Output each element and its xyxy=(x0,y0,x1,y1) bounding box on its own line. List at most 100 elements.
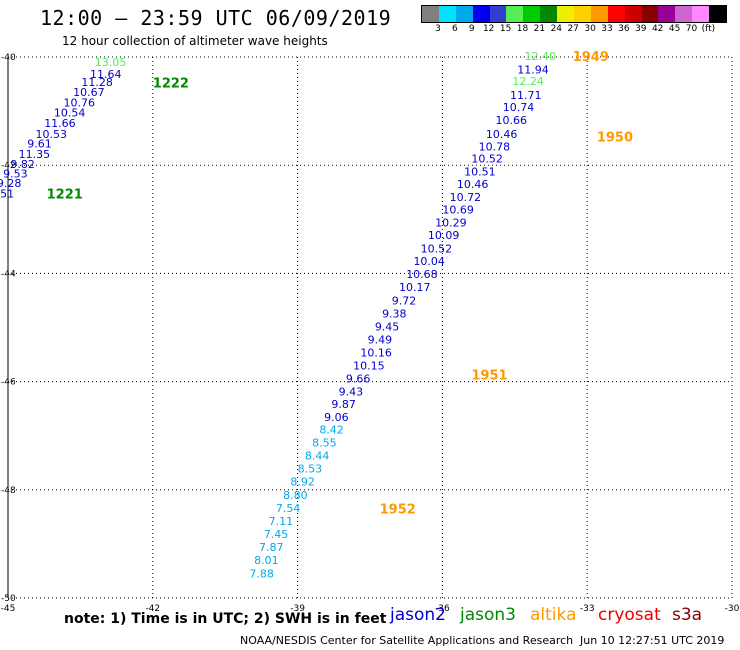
longitude-tick-label: -36 xyxy=(435,604,450,614)
wave-height-label: 10.46 xyxy=(457,178,489,191)
color-scale-label: 6 xyxy=(452,24,458,34)
wave-height-label: 9.51 xyxy=(0,187,14,200)
legend-item-jason2: jason2 xyxy=(390,605,446,625)
color-swatch xyxy=(455,6,473,22)
color-scale-label: 33 xyxy=(601,24,613,34)
legend-item-s3a: s3a xyxy=(672,605,703,625)
wave-height-label: 7.87 xyxy=(259,541,284,554)
wave-height-label: 10.52 xyxy=(471,153,503,166)
wave-height-label: 11.64 xyxy=(90,68,122,81)
legend-item-cryosat: cryosat xyxy=(598,605,661,625)
wave-height-label: 9.53 xyxy=(3,167,28,180)
color-scale-label: 39 xyxy=(635,24,647,34)
wave-height-label: 9.49 xyxy=(368,333,393,346)
wave-height-label: 10.66 xyxy=(495,114,527,127)
color-swatch xyxy=(472,6,490,22)
wave-height-label: 11.66 xyxy=(44,117,75,130)
wave-height-label: 10.17 xyxy=(399,281,431,294)
map-title: 12:00 — 23:59 UTC 06/09/2019 xyxy=(40,6,392,30)
color-swatch xyxy=(590,6,608,22)
note-text: note: 1) Time is in UTC; 2) SWH is in fe… xyxy=(64,611,387,627)
color-swatch xyxy=(422,6,439,22)
color-scale-label: 27 xyxy=(567,24,579,34)
wave-height-label: 10.78 xyxy=(479,140,511,153)
wave-height-label: 12.40 xyxy=(524,50,556,63)
wave-height-label: 12.24 xyxy=(512,75,544,88)
latitude-tick-label: -48 xyxy=(1,486,16,496)
longitude-tick-label: -45 xyxy=(1,604,16,614)
latitude-tick-label: -42 xyxy=(1,161,16,171)
color-swatch xyxy=(624,6,642,22)
wave-height-label: 9.06 xyxy=(324,411,349,424)
wave-height-label: 9.28 xyxy=(0,177,21,190)
longitude-tick-label: -39 xyxy=(290,604,305,614)
color-scale-label: 36 xyxy=(618,24,630,34)
color-scale-label: (ft) xyxy=(701,24,716,34)
wave-height-label: 9.45 xyxy=(375,320,400,333)
legend-item-altika: altika xyxy=(530,605,577,625)
latitude-tick-label: -46 xyxy=(1,378,16,388)
color-swatch xyxy=(709,6,727,22)
color-scale-label: 42 xyxy=(651,24,664,34)
wave-height-label: 13.05 xyxy=(95,56,127,69)
color-swatch xyxy=(523,6,541,22)
pass-time-label: 1950 xyxy=(597,131,633,146)
wave-height-label: 7.54 xyxy=(276,502,301,515)
color-swatch xyxy=(506,6,524,22)
color-scale-label: 15 xyxy=(499,24,512,34)
wave-height-label: 8.53 xyxy=(298,463,323,476)
color-scale-labels: 3 6 9 12 15 18 21 24 27 30 33 36 39 42 45 70 (ft) xyxy=(421,24,740,36)
color-swatch xyxy=(692,6,710,22)
color-swatch xyxy=(574,6,591,22)
longitude-tick-label: -42 xyxy=(145,604,160,614)
color-swatch xyxy=(607,6,625,22)
wave-height-label: 10.04 xyxy=(413,255,445,268)
wave-height-label: 10.09 xyxy=(428,229,460,242)
wave-height-label: 9.43 xyxy=(339,385,364,398)
pass-time-label: 1222 xyxy=(153,76,189,91)
wave-height-label: 10.46 xyxy=(486,128,517,141)
color-scale-label: 9 xyxy=(468,24,475,34)
legend-item-jason3: jason3 xyxy=(460,605,516,625)
color-scale-label: 12 xyxy=(482,24,495,34)
wave-height-label: 9.72 xyxy=(392,294,417,307)
color-swatch xyxy=(540,6,558,22)
latitude-tick-label: -40 xyxy=(1,53,16,63)
wave-height-label: 11.35 xyxy=(19,148,51,161)
pass-time-label: 1952 xyxy=(380,503,416,518)
wave-height-label: 8.42 xyxy=(319,424,344,437)
color-scale-label: 18 xyxy=(516,24,529,34)
color-swatch xyxy=(489,6,507,22)
wave-height-label: 7.45 xyxy=(264,528,289,541)
wave-height-label: 9.87 xyxy=(331,398,356,411)
wave-height-label: 11.71 xyxy=(510,89,542,102)
color-scale-label: 21 xyxy=(533,24,546,34)
wave-height-label: 8.44 xyxy=(305,450,330,463)
wave-height-label: 8.55 xyxy=(312,437,337,450)
color-scale-label: 30 xyxy=(584,24,596,34)
color-scale-label: 45 xyxy=(668,24,681,34)
wave-height-label: 11.94 xyxy=(517,63,549,76)
wave-height-label: 7.11 xyxy=(269,515,294,528)
longitude-tick-label: -30 xyxy=(725,604,740,614)
wave-height-label: 8.92 xyxy=(290,476,315,489)
wave-height-label: 10.51 xyxy=(464,166,496,179)
wave-height-label: 7.88 xyxy=(249,568,273,581)
color-swatch xyxy=(641,6,659,22)
map-subtitle: 12 hour collection of altimeter wave hei… xyxy=(62,34,328,48)
wave-height-label: 10.68 xyxy=(406,268,438,281)
wave-height-label: 10.53 xyxy=(36,128,68,141)
wave-height-label: 10.54 xyxy=(54,107,86,120)
timestamp-text: Jun 10 12:27:51 UTC 2019 xyxy=(580,634,725,647)
wave-height-label: 10.67 xyxy=(73,86,105,99)
color-scale-label: 24 xyxy=(550,24,563,34)
color-swatch xyxy=(557,6,575,22)
pass-time-label: 1951 xyxy=(471,369,507,384)
credit-text: NOAA/NESDIS Center for Satellite Applica… xyxy=(240,634,574,647)
color-scale-bar xyxy=(421,5,728,23)
wave-height-label: 9.61 xyxy=(27,138,52,151)
color-swatch xyxy=(658,6,676,22)
wave-height-label: 10.76 xyxy=(64,96,96,109)
